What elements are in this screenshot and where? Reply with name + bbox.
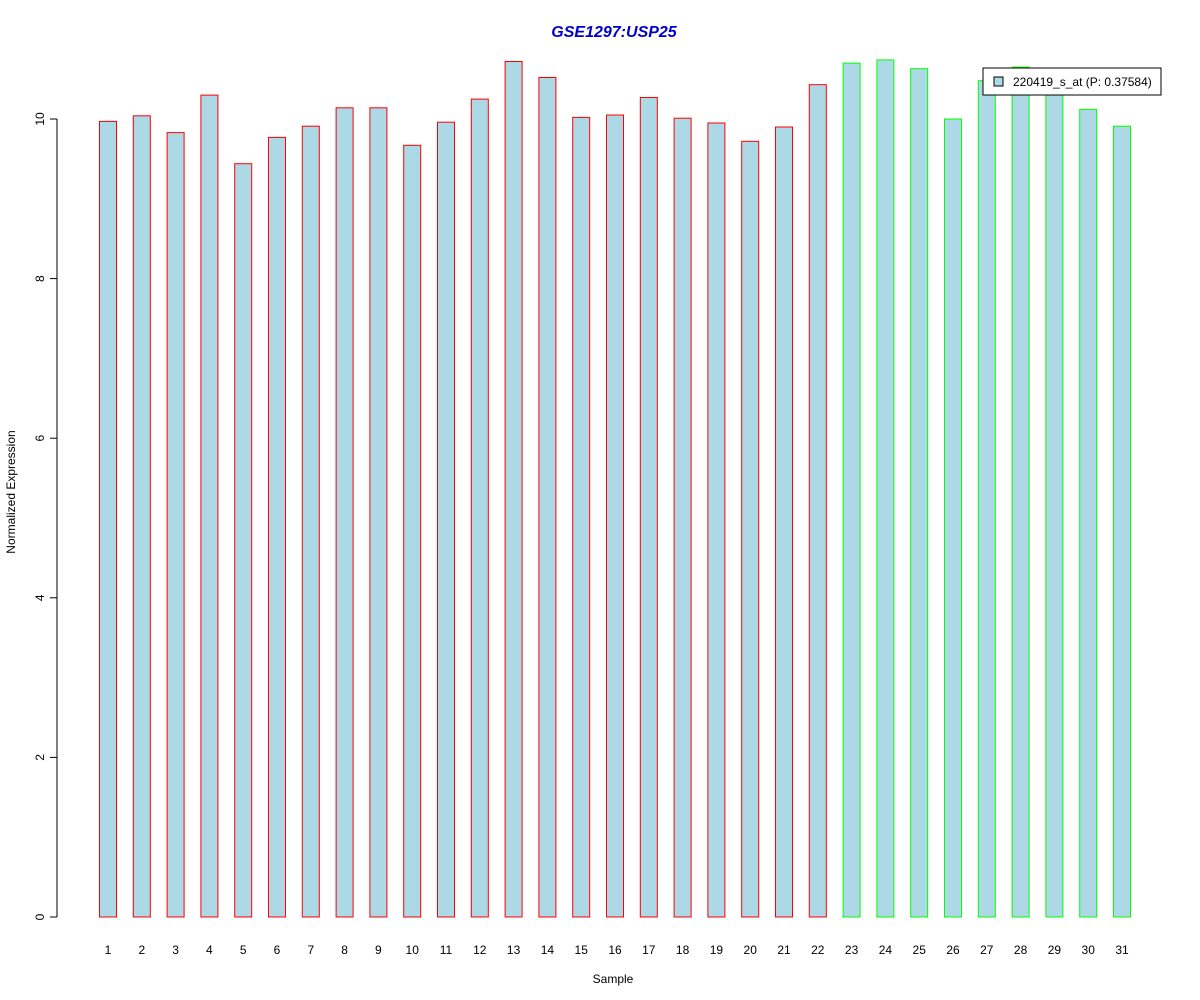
x-tick-label: 25	[913, 943, 927, 957]
bar-sample-18	[673, 117, 692, 918]
legend-box	[982, 67, 1162, 96]
x-tick-label: 15	[575, 943, 589, 957]
x-tick-label: 24	[879, 943, 893, 957]
y-tick-label: 8	[33, 275, 47, 282]
y-axis: 0 2 4 6 8 10	[33, 112, 58, 920]
x-tick-label: 17	[642, 943, 656, 957]
x-tick-label: 19	[710, 943, 724, 957]
legend-swatch	[993, 76, 1004, 87]
bar-sample-14	[538, 77, 557, 918]
bar-sample-15	[572, 116, 591, 918]
x-tick-label: 1	[105, 943, 112, 957]
y-axis-title: Normalized Expression	[4, 430, 18, 553]
bar-sample-21	[775, 126, 793, 918]
x-tick-label: 10	[406, 943, 420, 957]
bar-sample-16	[606, 114, 624, 918]
bar-sample-7	[301, 125, 320, 918]
x-tick-label: 5	[240, 943, 247, 957]
x-tick-label: 2	[138, 943, 145, 957]
bar-sample-20	[741, 140, 760, 918]
bar-sample-23	[842, 62, 861, 918]
x-tick-label: 28	[1014, 943, 1028, 957]
bar-sample-19	[707, 122, 726, 918]
x-tick-label: 14	[541, 943, 555, 957]
x-tick-label: 22	[811, 943, 825, 957]
x-tick-label: 6	[274, 943, 281, 957]
bar-sample-31	[1113, 125, 1131, 918]
bar-sample-9	[369, 107, 388, 918]
x-tick-label: 11	[440, 943, 453, 957]
bar-sample-5	[234, 163, 253, 918]
bar-sample-24	[876, 59, 895, 918]
bar-sample-13	[504, 61, 523, 918]
x-tick-label: 4	[206, 943, 213, 957]
bar-sample-28	[1011, 66, 1030, 918]
bar-sample-27	[977, 80, 996, 918]
chart-title: GSE1297:USP25	[551, 24, 678, 41]
bar-sample-10	[403, 144, 422, 918]
bars	[99, 59, 1131, 918]
bar-sample-3	[166, 132, 185, 918]
bar-sample-2	[132, 115, 151, 918]
x-tick-label: 31	[1115, 943, 1129, 957]
x-tick-label: 30	[1082, 943, 1096, 957]
bar-sample-6	[268, 136, 286, 918]
x-tick-label: 13	[507, 943, 521, 957]
y-tick-label: 0	[33, 913, 47, 920]
x-tick-label: 20	[744, 943, 758, 957]
legend: 220419_s_at (P: 0.37584)	[982, 67, 1162, 96]
x-tick-label: 8	[341, 943, 348, 957]
y-tick-label: 6	[33, 435, 47, 442]
bar-sample-8	[335, 107, 354, 918]
x-tick-label: 23	[845, 943, 859, 957]
bar-sample-25	[910, 68, 929, 918]
y-tick-label: 4	[33, 594, 47, 601]
bar-sample-12	[470, 98, 489, 918]
x-tick-label: 9	[375, 943, 382, 957]
x-tick-label: 21	[777, 943, 791, 957]
legend-label: 220419_s_at (P: 0.37584)	[1013, 75, 1152, 89]
bar-sample-22	[808, 84, 827, 918]
x-tick-label: 29	[1048, 943, 1062, 957]
x-axis-title: Sample	[593, 972, 634, 986]
bar-sample-29	[1045, 86, 1064, 918]
x-tick-label: 7	[307, 943, 314, 957]
bar-sample-11	[437, 121, 455, 918]
x-tick-labels: 1 2 3 4 5 6 7 8 9 10 11 12 13 14 15 16 17 18 19 20 21 22 23 24 2…	[105, 943, 1129, 957]
y-tick-label: 10	[33, 112, 47, 126]
bar-sample-17	[639, 97, 658, 918]
x-tick-label: 12	[473, 943, 487, 957]
bar-sample-30	[1079, 108, 1098, 918]
bar-sample-26	[944, 118, 962, 918]
x-tick-label: 27	[980, 943, 994, 957]
x-tick-label: 26	[946, 943, 960, 957]
bar-sample-1	[99, 120, 117, 918]
bar-sample-4	[200, 94, 219, 918]
x-tick-label: 3	[172, 943, 179, 957]
y-tick-label: 2	[33, 754, 47, 761]
x-tick-label: 16	[608, 943, 622, 957]
x-tick-label: 18	[676, 943, 690, 957]
